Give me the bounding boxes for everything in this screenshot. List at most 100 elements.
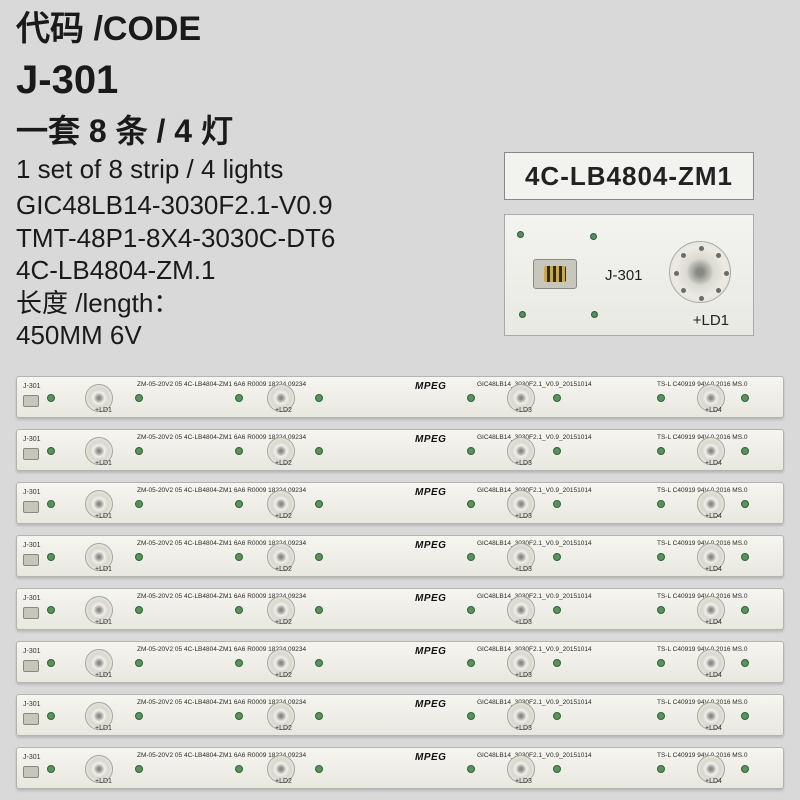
via-dot <box>235 500 243 508</box>
via-dot <box>135 447 143 455</box>
length-label-line: 长度 /length： <box>16 287 335 320</box>
via-dot <box>553 447 561 455</box>
ld-label: +LD1 <box>95 672 112 679</box>
ld-label: +LD2 <box>275 460 292 467</box>
mpeg-label: MPEG <box>415 699 446 710</box>
part-label-tag: 4C-LB4804-ZM1 <box>504 152 754 200</box>
via-dot <box>657 712 665 720</box>
part-label-text: 4C-LB4804-ZM1 <box>525 161 733 192</box>
ld-label: +LD1 <box>95 778 112 785</box>
ld-label: +LD3 <box>515 566 532 573</box>
strip-code-right: GIC48LB14_3030F2.1_V0.9_20151014 <box>477 540 592 547</box>
via-dot <box>553 712 561 720</box>
strip-code-right: GIC48LB14_3030F2.1_V0.9_20151014 <box>477 434 592 441</box>
strip-j301-label: J-301 <box>23 436 41 443</box>
strip-j301-label: J-301 <box>23 489 41 496</box>
via-dot <box>47 659 55 667</box>
led-strip: J-301ZM-05-20V2 05 4C-LB4804-ZM1 6A6 R00… <box>16 429 784 471</box>
via-dot <box>47 500 55 508</box>
led-bolt <box>716 253 721 258</box>
led-strip: J-301ZM-05-20V2 05 4C-LB4804-ZM1 6A6 R00… <box>16 535 784 577</box>
mpeg-label: MPEG <box>415 487 446 498</box>
strip-code-right: GIC48LB14_3030F2.1_V0.9_20151014 <box>477 593 592 600</box>
closeup-j301-label: J-301 <box>605 267 643 284</box>
code-value-line: J-301 <box>16 55 335 105</box>
connector-icon <box>23 766 39 778</box>
ld-label: +LD2 <box>275 619 292 626</box>
led-bolt <box>699 296 704 301</box>
via-dot <box>235 712 243 720</box>
mpeg-label: MPEG <box>415 381 446 392</box>
via-dot <box>553 500 561 508</box>
via-dot <box>47 447 55 455</box>
via-dot <box>467 394 475 402</box>
led-strip: J-301ZM-05-20V2 05 4C-LB4804-ZM1 6A6 R00… <box>16 694 784 736</box>
connector-icon <box>23 660 39 672</box>
led-bolt <box>724 271 729 276</box>
via-dot <box>741 606 749 614</box>
via-dot <box>553 394 561 402</box>
ld-label: +LD4 <box>705 619 722 626</box>
via-dot <box>467 447 475 455</box>
ld-label: +LD4 <box>705 513 722 520</box>
via-dot <box>741 394 749 402</box>
ld-label: +LD4 <box>705 566 722 573</box>
led-strip: J-301ZM-05-20V2 05 4C-LB4804-ZM1 6A6 R00… <box>16 588 784 630</box>
led-bolt <box>681 288 686 293</box>
via-dot <box>135 394 143 402</box>
strip-closeup: J-301 +LD1 <box>504 214 754 336</box>
strip-j301-label: J-301 <box>23 383 41 390</box>
via-dot <box>467 500 475 508</box>
led-bolt <box>699 246 704 251</box>
via-dot <box>467 712 475 720</box>
via-dot <box>519 311 526 318</box>
connector-icon <box>23 607 39 619</box>
via-dot <box>657 553 665 561</box>
ld-label: +LD1 <box>95 566 112 573</box>
ld-label: +LD2 <box>275 672 292 679</box>
via-dot <box>741 712 749 720</box>
via-dot <box>553 606 561 614</box>
connector-icon <box>533 259 577 289</box>
spec-text-block: 代码 /CODE J-301 一套 8 条 / 4 灯 1 set of 8 s… <box>16 8 335 352</box>
via-dot <box>47 712 55 720</box>
ld-label: +LD3 <box>515 778 532 785</box>
via-dot <box>315 553 323 561</box>
connector-icon <box>23 554 39 566</box>
via-dot <box>235 606 243 614</box>
ld-label: +LD1 <box>95 407 112 414</box>
led-strip: J-301ZM-05-20V2 05 4C-LB4804-ZM1 6A6 R00… <box>16 376 784 418</box>
via-dot <box>235 553 243 561</box>
strip-list: J-301ZM-05-20V2 05 4C-LB4804-ZM1 6A6 R00… <box>16 376 784 800</box>
led-lens-icon <box>669 241 731 303</box>
ld-label: +LD3 <box>515 513 532 520</box>
partno-1-line: GIC48LB14-3030F2.1-V0.9 <box>16 189 335 222</box>
mpeg-label: MPEG <box>415 434 446 445</box>
via-dot <box>467 765 475 773</box>
strip-j301-label: J-301 <box>23 701 41 708</box>
ld-label: +LD3 <box>515 619 532 626</box>
via-dot <box>553 553 561 561</box>
via-dot <box>315 765 323 773</box>
via-dot <box>591 311 598 318</box>
via-dot <box>657 606 665 614</box>
via-dot <box>315 712 323 720</box>
via-dot <box>47 553 55 561</box>
led-strip: J-301ZM-05-20V2 05 4C-LB4804-ZM1 6A6 R00… <box>16 747 784 789</box>
partno-2-line: TMT-48P1-8X4-3030C-DT6 <box>16 222 335 255</box>
ld-label: +LD3 <box>515 407 532 414</box>
led-strip: J-301ZM-05-20V2 05 4C-LB4804-ZM1 6A6 R00… <box>16 482 784 524</box>
ld-label: +LD3 <box>515 672 532 679</box>
via-dot <box>741 500 749 508</box>
ld-label: +LD1 <box>95 619 112 626</box>
led-bolt <box>716 288 721 293</box>
via-dot <box>135 712 143 720</box>
led-bolt <box>674 271 679 276</box>
closeup-ld1-label: +LD1 <box>693 312 729 329</box>
strip-code-right: GIC48LB14_3030F2.1_V0.9_20151014 <box>477 487 592 494</box>
set-cn-line: 一套 8 条 / 4 灯 <box>16 111 335 151</box>
ld-label: +LD4 <box>705 460 722 467</box>
ld-label: +LD2 <box>275 778 292 785</box>
ld-label: +LD1 <box>95 460 112 467</box>
ld-label: +LD3 <box>515 725 532 732</box>
